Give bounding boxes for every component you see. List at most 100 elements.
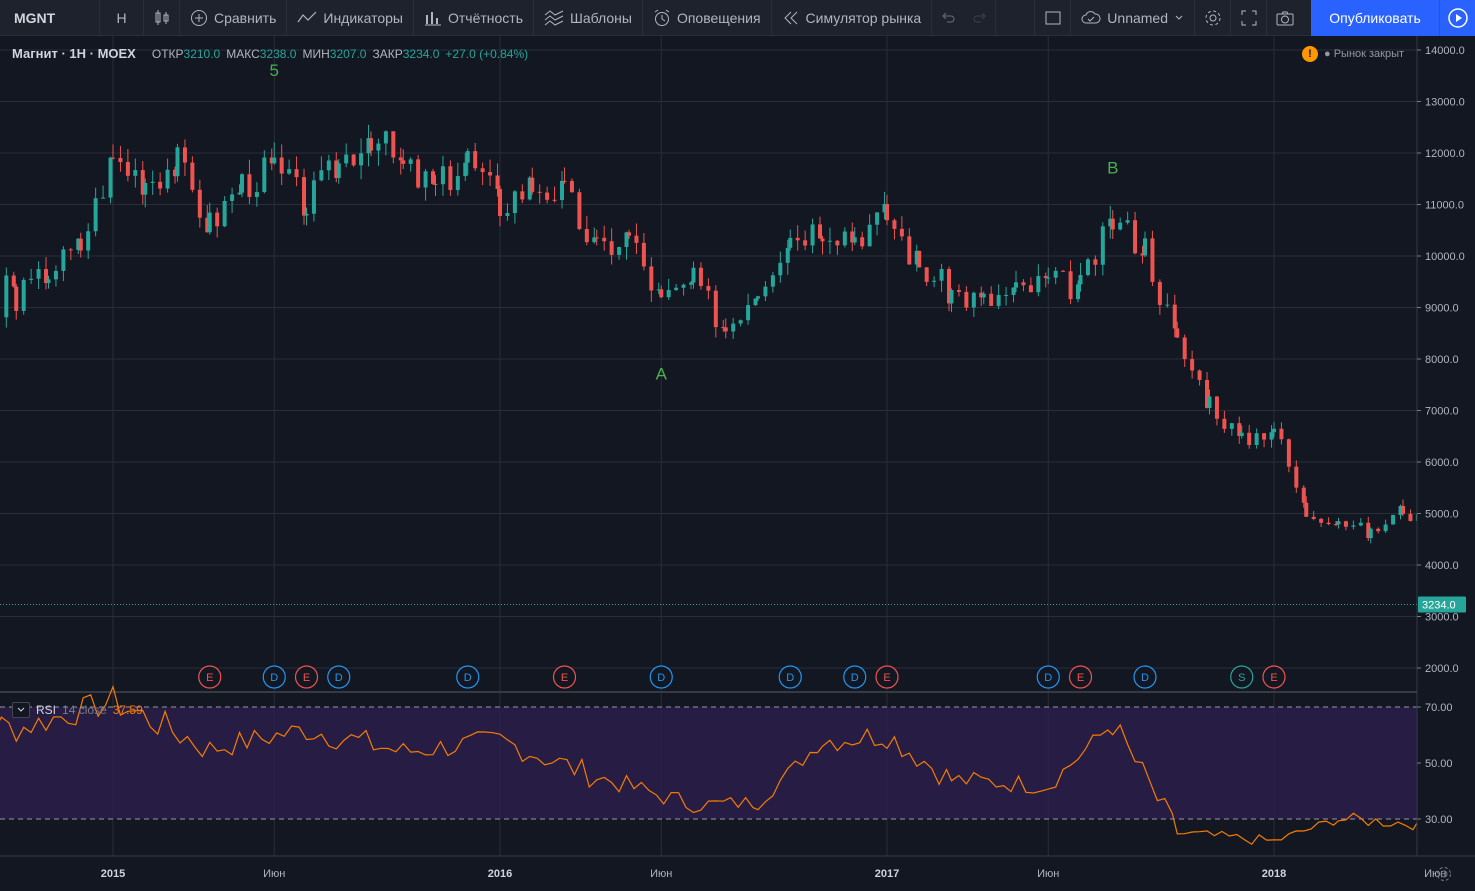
select-layout-button[interactable] — [1035, 0, 1072, 36]
axis-settings-icon[interactable] — [1437, 867, 1451, 881]
last-price-tag-label: 3234.0 — [1422, 599, 1456, 611]
cloud-icon — [1081, 10, 1101, 23]
candle-body — [351, 154, 356, 166]
bar-chart-icon — [424, 11, 441, 25]
event-marker-circle — [1068, 665, 1093, 689]
chart-style-button[interactable] — [144, 0, 180, 36]
collapse-button[interactable] — [12, 702, 30, 718]
market-status[interactable]: ! ● Рынок закрыт — [1302, 46, 1404, 62]
candle-body — [1076, 284, 1081, 300]
publish-play-button[interactable] — [1439, 0, 1475, 36]
candlestick-series — [0, 124, 1475, 605]
candle-body — [1093, 259, 1098, 265]
candle-body — [520, 191, 525, 200]
price-tick-label: 14000.0 — [1425, 45, 1465, 57]
rsi-value: 37.59 — [112, 703, 143, 717]
candle-body — [1401, 505, 1405, 514]
candle-body — [850, 231, 855, 243]
event-marker-d: D — [456, 665, 480, 689]
event-marker-label: D — [335, 672, 343, 684]
chart-canvas[interactable]: 5ABC EDEDEDDEDDDEDEDSEDEDEDE 2000.03000.… — [0, 36, 1475, 891]
candle-body — [634, 235, 639, 243]
event-marker-label: D — [657, 672, 665, 684]
candle-body — [1383, 524, 1388, 532]
indicators-button[interactable]: Индикаторы — [287, 0, 414, 36]
event-marker-d: D — [1036, 665, 1060, 689]
candle-body — [1014, 282, 1018, 288]
layout-name-label: Unnamed — [1107, 9, 1168, 26]
candle-body — [1043, 276, 1048, 278]
candle-body — [875, 212, 880, 225]
candle-body — [1304, 502, 1309, 517]
price-axis[interactable]: 2000.0 3000.0 4000.0 5000.0 6000.0 7000.0 8000… — [1416, 36, 1475, 891]
price-tick-label: 6000.0 — [1425, 457, 1459, 469]
candle-body — [706, 285, 711, 291]
candle-body — [463, 162, 468, 177]
chevron-down-icon — [17, 707, 25, 712]
rsi-panel — [0, 684, 1475, 845]
layout-name-button[interactable]: Unnamed — [1071, 0, 1195, 36]
settings-button[interactable] — [1195, 0, 1231, 36]
candle-body — [498, 188, 502, 216]
symbol-search[interactable]: MGNT — [0, 0, 100, 36]
gear-icon-center — [1440, 870, 1448, 878]
candle-body — [537, 191, 542, 193]
top-toolbar: MGNT Н Сравнить Индикаторы Отчётность Ша… — [0, 0, 1475, 36]
redo-button[interactable] — [964, 0, 997, 36]
event-marker-circle — [262, 665, 286, 689]
candle-body — [674, 287, 679, 291]
event-marker-d: D — [778, 665, 802, 689]
price-tick-label: 5000.0 — [1425, 509, 1459, 521]
candle-body — [359, 153, 364, 166]
candle-body — [46, 279, 51, 284]
candle-body — [93, 198, 98, 232]
candle-body — [795, 237, 800, 241]
templates-button[interactable]: Шаблоны — [534, 0, 643, 36]
candle-body — [681, 284, 686, 288]
alerts-button[interactable]: Оповещения — [643, 0, 772, 36]
candle-body — [552, 199, 557, 201]
publish-button[interactable]: Опубликовать — [1311, 0, 1439, 36]
candle-body — [1301, 487, 1306, 503]
candle-body — [53, 270, 58, 280]
candle-body — [1182, 337, 1187, 360]
candle-body — [473, 151, 478, 169]
open-label: ОТКР — [151, 46, 184, 61]
candle-body — [29, 278, 34, 280]
fullscreen-button[interactable] — [1231, 0, 1267, 36]
candle-body — [86, 231, 91, 251]
replay-label: Симулятор рынка — [805, 9, 922, 26]
candle-body — [68, 249, 73, 251]
undo-button[interactable] — [932, 0, 964, 36]
event-marker-circle — [294, 665, 319, 689]
candle-body — [1272, 428, 1276, 433]
compare-button[interactable]: Сравнить — [180, 0, 288, 36]
event-marker-d: D — [327, 665, 351, 689]
replay-button[interactable]: Симулятор рынка — [772, 0, 933, 36]
candle-body — [577, 192, 582, 230]
candle-body — [1108, 218, 1113, 227]
candle-body — [279, 157, 284, 174]
event-marker-label: D — [1141, 672, 1149, 684]
interval-selector[interactable]: Н — [100, 0, 144, 36]
event-marker-label: E — [883, 672, 890, 684]
candle-body — [1125, 220, 1130, 223]
candle-body — [311, 180, 316, 214]
event-marker-label: D — [270, 672, 278, 684]
candle-body — [1190, 359, 1195, 371]
symbol-label: MGNT — [14, 9, 56, 26]
candle-body — [1326, 522, 1331, 525]
event-marker-circle — [778, 665, 802, 689]
financials-button[interactable]: Отчётность — [414, 0, 535, 36]
rewind-icon — [783, 11, 797, 24]
time-axis[interactable]: 2015Июн2016Июн2017Июн2018Июн2019Июн2020И… — [0, 855, 1475, 891]
candle-body — [964, 291, 969, 308]
candle-body — [401, 160, 406, 164]
indicators-label: Индикаторы — [323, 9, 403, 26]
candle-body — [11, 275, 16, 287]
candle-body — [756, 296, 760, 299]
candle-body — [947, 268, 952, 304]
square-icon — [1045, 11, 1061, 24]
candle-body — [989, 293, 994, 306]
snapshot-button[interactable] — [1267, 0, 1303, 36]
